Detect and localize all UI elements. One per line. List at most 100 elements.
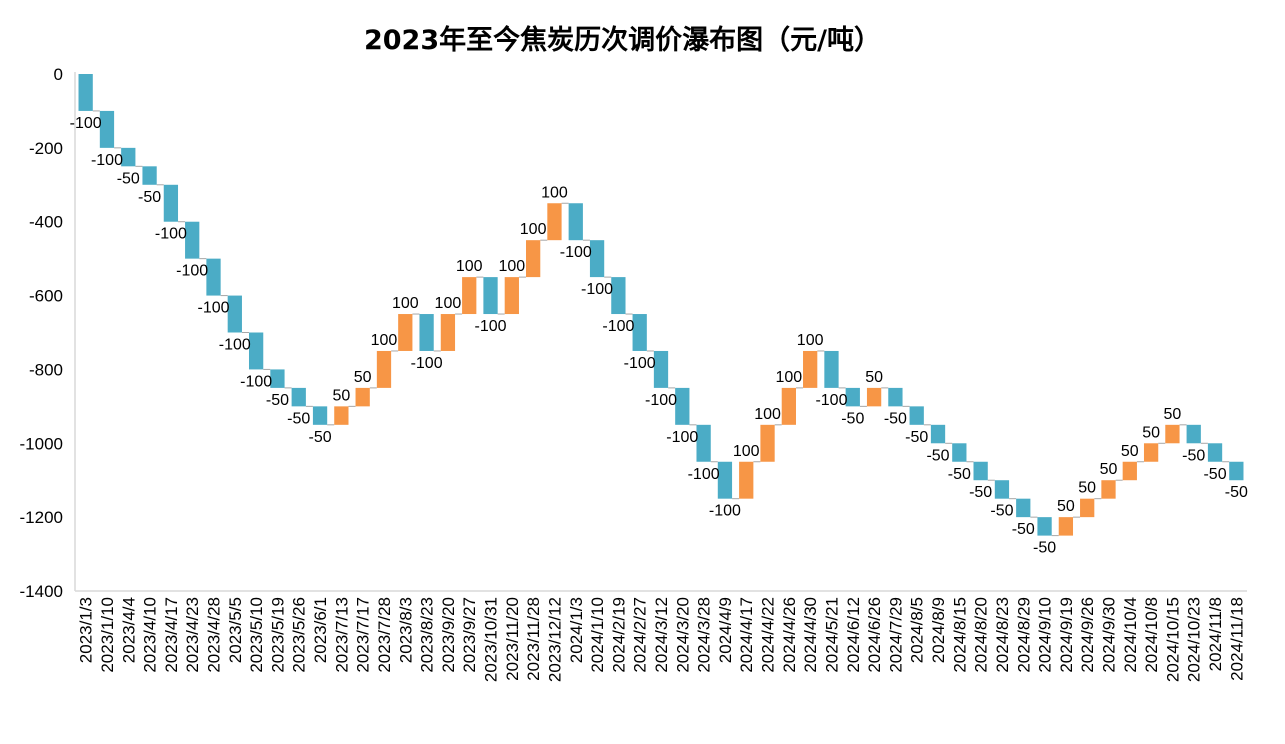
data-label: -100	[624, 355, 656, 372]
x-tick-label: 2024/7/29	[886, 597, 905, 673]
y-tick-label: -400	[29, 213, 63, 232]
x-tick-label: 2024/9/26	[1078, 597, 1097, 673]
x-tick-label: 2023/6/1	[311, 597, 330, 663]
data-label: -50	[841, 410, 864, 427]
x-tick-label: 2024/10/8	[1142, 597, 1161, 673]
x-tick-label: 2023/4/10	[141, 597, 160, 673]
data-label: -50	[1203, 466, 1226, 483]
x-tick-label: 2024/6/12	[844, 597, 863, 673]
x-tick-label: 2024/10/15	[1163, 597, 1182, 682]
data-label: 100	[520, 221, 547, 238]
data-label: -100	[602, 318, 634, 335]
data-label: 50	[865, 369, 883, 386]
waterfall-bar	[462, 277, 477, 315]
x-tick-label: 2023/5/5	[226, 597, 245, 663]
waterfall-bar	[739, 461, 754, 499]
x-tick-label: 2024/10/23	[1185, 597, 1204, 682]
data-label: -100	[645, 392, 677, 409]
data-label: -50	[308, 429, 331, 446]
x-tick-label: 2024/4/26	[780, 597, 799, 673]
waterfall-bar	[1186, 424, 1201, 444]
x-tick-label: 2023/11/28	[524, 597, 543, 681]
waterfall-bar	[334, 406, 349, 425]
waterfall-bar	[973, 461, 988, 481]
waterfall-bar	[824, 350, 839, 388]
x-tick-label: 2024/2/27	[631, 597, 650, 673]
x-tick-label: 2024/10/4	[1121, 597, 1140, 673]
data-label: 50	[1078, 480, 1096, 497]
waterfall-bar	[121, 147, 136, 167]
x-tick-label: 2024/11/8	[1206, 597, 1225, 671]
x-tick-label: 2024/4/17	[737, 597, 756, 673]
waterfall-bar	[270, 369, 285, 388]
data-label: -100	[70, 115, 102, 132]
data-label: -100	[219, 337, 251, 354]
x-tick-label: 2024/4/9	[716, 597, 735, 663]
data-labels: -100-100-50-50-100-100-100-100-100-50-50…	[70, 115, 1248, 557]
data-label: -100	[176, 263, 208, 280]
x-tick-label: 2023/1/3	[77, 597, 96, 663]
y-axis: 0 -200 -400 -600 -800 -1000 -1200 -1400	[20, 65, 76, 601]
chart-title: 2023年至今焦炭历次调价瀑布图（元/吨）	[363, 25, 881, 56]
data-label: -100	[581, 281, 613, 298]
x-tick-label: 2023/4/23	[183, 597, 202, 673]
waterfall-bar	[1122, 461, 1137, 481]
x-tick-label: 2024/9/19	[1057, 597, 1076, 673]
data-label: -100	[155, 226, 187, 243]
waterfall-bar	[653, 350, 669, 388]
waterfall-bar	[888, 387, 903, 407]
x-tick-label: 2024/11/18	[1227, 597, 1246, 681]
data-label: -50	[138, 189, 161, 206]
data-label: -100	[815, 392, 847, 409]
x-tick-label: 2023/5/10	[247, 597, 266, 673]
waterfall-bar	[952, 443, 967, 462]
waterfall-bar	[376, 350, 392, 388]
data-label: -100	[475, 318, 507, 335]
waterfall-bar	[1037, 517, 1052, 536]
y-tick-label: -800	[29, 360, 63, 379]
x-tick-labels: 2023/1/3 2023/1/10 2023/4/4 2023/4/10 2023/4…	[77, 597, 1247, 682]
waterfall-bar	[568, 203, 583, 241]
waterfall-bar	[526, 240, 541, 278]
waterfall-bar	[419, 314, 434, 351]
data-label: 100	[456, 258, 483, 275]
data-label: 100	[435, 295, 462, 312]
data-label: -50	[287, 410, 310, 427]
waterfall-bar	[312, 406, 328, 425]
waterfall-bar	[142, 166, 157, 185]
data-label: -50	[1225, 484, 1248, 501]
data-label: 100	[733, 443, 760, 460]
data-label: 50	[1142, 424, 1160, 441]
data-label: -50	[905, 429, 928, 446]
x-tick-label: 2024/3/12	[652, 597, 671, 673]
x-tick-label: 2023/7/17	[354, 597, 373, 673]
data-label: 50	[354, 369, 372, 386]
waterfall-bar	[185, 221, 200, 259]
x-tick-label: 2023/12/12	[545, 597, 564, 682]
x-tick-label: 2024/1/3	[567, 597, 586, 663]
x-tick-label: 2024/4/22	[759, 597, 778, 673]
x-tick-label: 2023/9/27	[460, 597, 479, 673]
waterfall-bar	[611, 277, 626, 315]
data-label: 50	[1121, 443, 1139, 460]
x-tick-label: 2023/9/20	[439, 597, 458, 673]
x-tick-label: 2024/9/10	[1036, 597, 1055, 673]
data-label: 50	[1164, 406, 1182, 423]
waterfall-bar	[1101, 480, 1116, 499]
x-tick-label: 2024/8/15	[950, 597, 969, 673]
x-tick-label: 2023/5/26	[290, 597, 309, 673]
data-label: -50	[266, 392, 289, 409]
waterfall-bar	[355, 387, 370, 407]
waterfall-bar	[483, 277, 498, 315]
bars	[78, 74, 1244, 536]
waterfall-bar	[206, 258, 221, 296]
data-label: -50	[990, 503, 1013, 520]
data-label: 100	[498, 258, 525, 275]
waterfall-bar	[675, 387, 690, 425]
waterfall-bar	[696, 424, 711, 462]
data-label: -100	[91, 152, 123, 169]
waterfall-bar	[1229, 461, 1244, 481]
data-label: -50	[884, 410, 907, 427]
waterfall-bar	[227, 295, 242, 333]
